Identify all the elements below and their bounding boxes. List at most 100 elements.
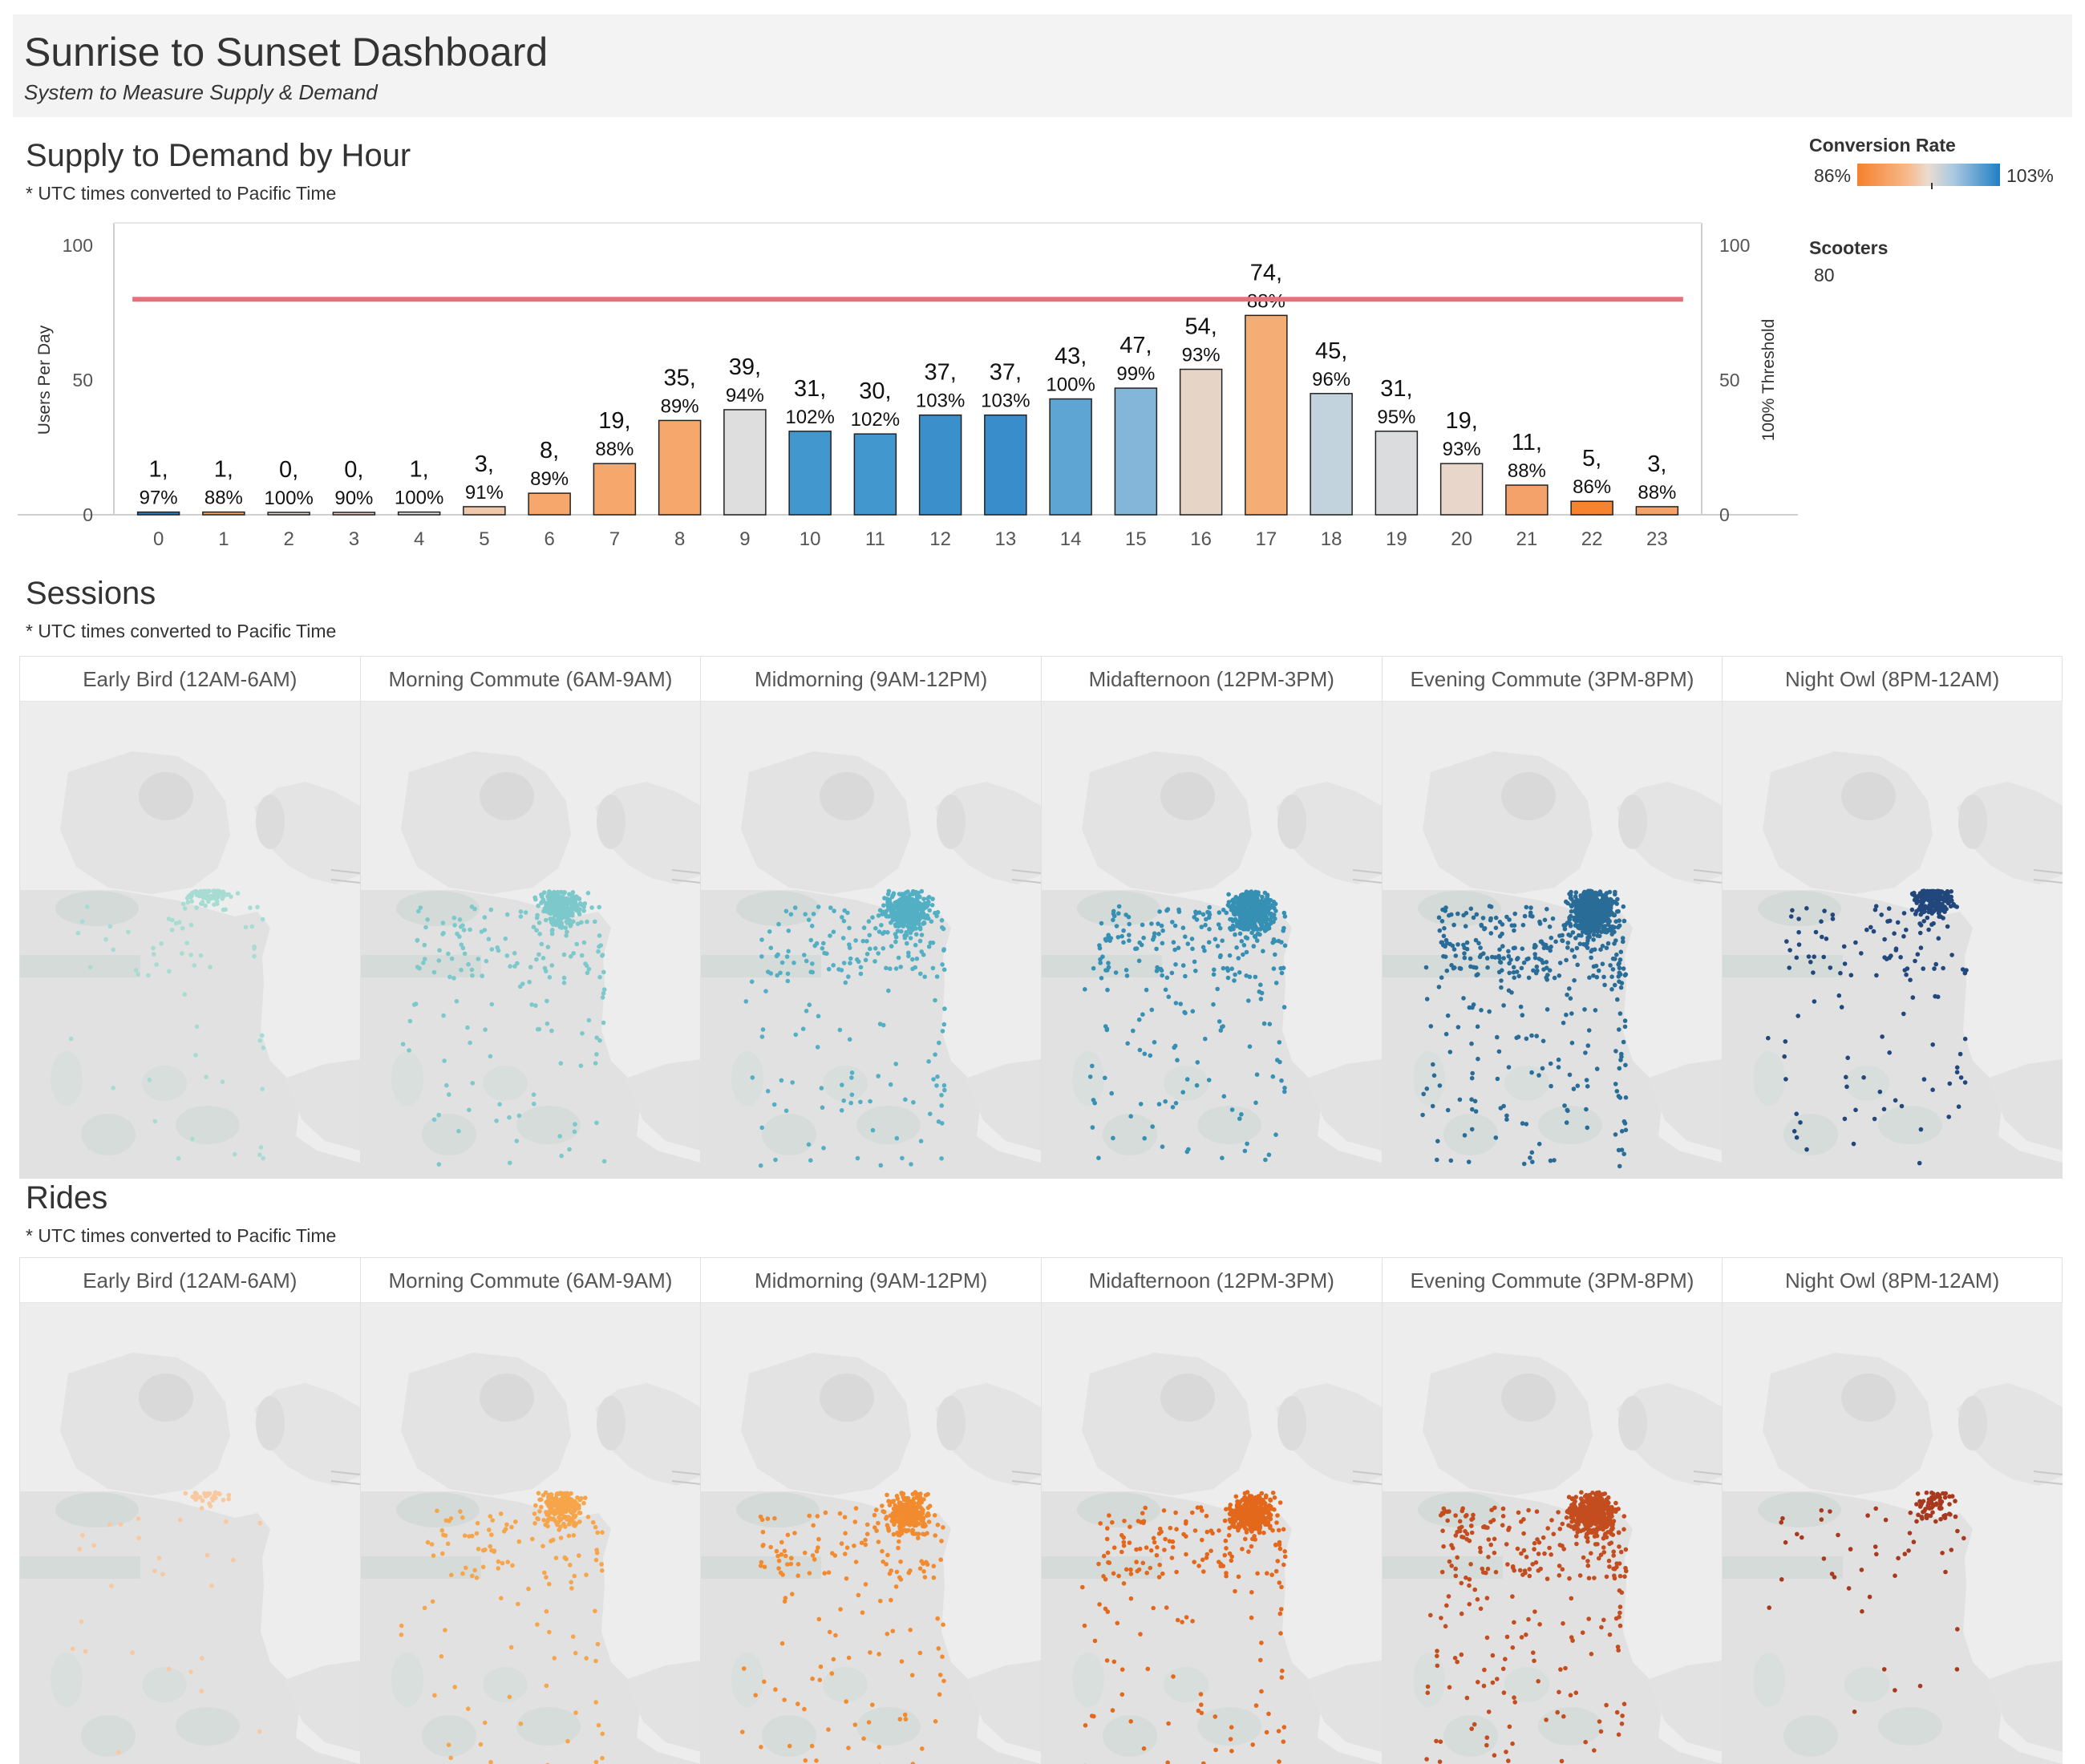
x-tick-label: 21 xyxy=(1516,528,1538,550)
activity-point xyxy=(942,1087,947,1093)
activity-point xyxy=(1551,1158,1557,1163)
activity-point xyxy=(1124,973,1130,978)
activity-point xyxy=(823,1510,828,1515)
x-tick-label: 19 xyxy=(1386,528,1407,550)
park-strip xyxy=(20,955,140,977)
bar-hour-12 xyxy=(918,414,962,516)
activity-point xyxy=(1424,1086,1429,1091)
activity-point xyxy=(577,1511,583,1515)
activity-point xyxy=(852,1519,858,1524)
park-north xyxy=(1417,1492,1501,1527)
activity-point xyxy=(1439,919,1444,924)
activity-point xyxy=(1234,945,1239,950)
activity-point xyxy=(1089,1063,1095,1069)
activity-point xyxy=(816,904,821,909)
activity-point xyxy=(1940,901,1945,907)
activity-point xyxy=(894,935,899,940)
activity-point xyxy=(180,951,184,956)
park-central xyxy=(1504,1667,1549,1702)
activity-point xyxy=(1457,1519,1463,1524)
rides-panel-title: Morning Commute (6AM-9AM) xyxy=(360,1258,701,1303)
activity-point xyxy=(455,1128,461,1134)
activity-point xyxy=(449,956,455,961)
activity-point xyxy=(1097,1602,1102,1607)
activity-point xyxy=(1444,968,1449,973)
activity-point xyxy=(1601,908,1607,914)
bridge-lines xyxy=(1693,1471,1723,1485)
activity-point xyxy=(872,959,878,964)
activity-point xyxy=(1557,973,1561,978)
activity-point xyxy=(469,967,474,973)
activity-point xyxy=(1119,1667,1125,1672)
activity-point xyxy=(434,1508,439,1514)
activity-point xyxy=(582,1495,588,1500)
activity-point xyxy=(1532,955,1538,961)
activity-point xyxy=(200,1498,205,1503)
activity-point xyxy=(892,891,897,896)
activity-point xyxy=(593,1759,598,1764)
activity-point xyxy=(1268,920,1273,926)
activity-point xyxy=(1235,1502,1240,1507)
activity-point xyxy=(1582,919,1588,924)
activity-point xyxy=(1524,1555,1529,1560)
activity-point xyxy=(440,920,445,925)
activity-point xyxy=(1087,1074,1093,1079)
activity-point xyxy=(507,1160,512,1166)
activity-point xyxy=(933,1052,938,1057)
activity-point xyxy=(107,1522,112,1527)
activity-point xyxy=(188,953,193,957)
activity-point xyxy=(1566,986,1572,991)
bar-rate-label: 94% xyxy=(726,385,764,407)
activity-point xyxy=(1872,907,1878,912)
activity-point xyxy=(1609,987,1614,992)
activity-point xyxy=(1532,952,1537,957)
park-south xyxy=(1443,1715,1498,1757)
activity-point xyxy=(448,1516,453,1521)
activity-point xyxy=(1488,931,1493,936)
activity-point xyxy=(877,1652,882,1657)
activity-point xyxy=(895,1496,901,1501)
activity-point xyxy=(807,1142,812,1147)
activity-point xyxy=(463,1565,468,1571)
activity-point xyxy=(1281,1005,1287,1009)
activity-point xyxy=(1901,934,1906,939)
park-south xyxy=(81,1114,136,1155)
activity-point xyxy=(1505,1758,1511,1763)
conversion-ramp-marker xyxy=(1931,183,1933,189)
activity-point xyxy=(903,1717,909,1722)
activity-point xyxy=(1460,942,1466,948)
activity-point xyxy=(561,1515,567,1520)
activity-point xyxy=(916,1501,921,1506)
activity-point xyxy=(1279,1584,1284,1590)
bar-value-label: 0, xyxy=(344,457,363,483)
activity-point xyxy=(574,906,579,912)
activity-point xyxy=(910,1530,916,1535)
activity-point xyxy=(1220,938,1225,943)
activity-point xyxy=(1505,949,1511,954)
activity-point xyxy=(1516,973,1521,979)
activity-point xyxy=(512,951,517,956)
activity-point xyxy=(1257,1516,1261,1522)
activity-point xyxy=(1589,1652,1593,1657)
activity-point xyxy=(1518,1004,1524,1009)
activity-point xyxy=(454,998,459,1004)
activity-point xyxy=(1242,1148,1248,1154)
activity-point xyxy=(812,943,818,949)
activity-point xyxy=(1615,1645,1621,1649)
activity-point xyxy=(896,1532,901,1537)
activity-point xyxy=(914,932,919,937)
activity-point xyxy=(1229,966,1234,971)
activity-point xyxy=(884,1562,889,1567)
activity-point xyxy=(1475,972,1480,977)
activity-point xyxy=(1137,940,1142,945)
activity-point xyxy=(1262,1519,1267,1523)
activity-point xyxy=(821,1146,827,1151)
activity-point xyxy=(786,971,791,977)
activity-point xyxy=(911,1517,917,1522)
activity-point xyxy=(1958,1051,1963,1057)
bar-rate-label: 100% xyxy=(264,488,313,509)
activity-point xyxy=(1511,965,1516,970)
activity-point xyxy=(1101,1553,1107,1559)
activity-point xyxy=(508,1524,514,1530)
activity-point xyxy=(79,919,85,924)
